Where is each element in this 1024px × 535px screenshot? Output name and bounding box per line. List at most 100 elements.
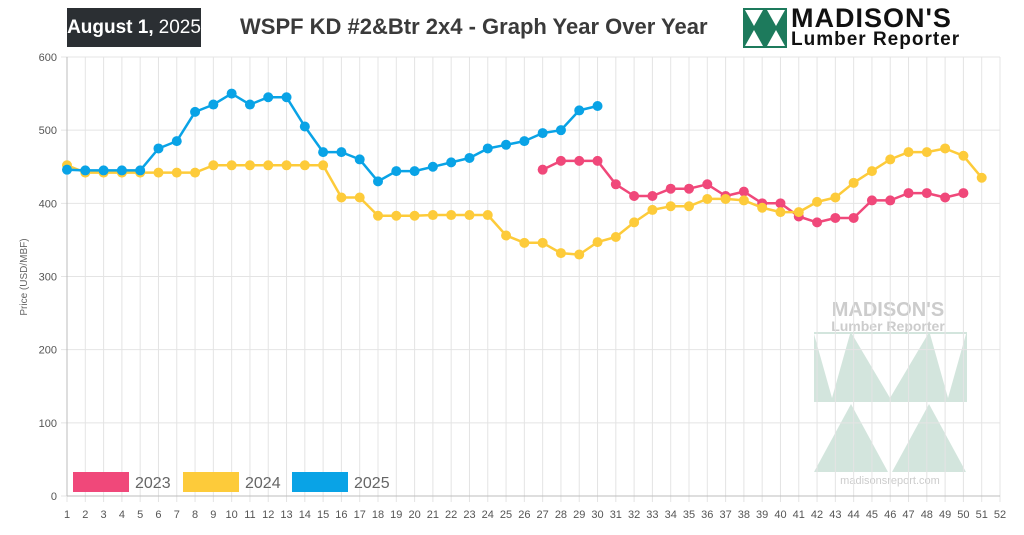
chart-title: WSPF KD #2&Btr 2x4 - Graph Year Over Yea… (240, 14, 708, 39)
data-point (391, 166, 402, 177)
x-tick-label: 18 (372, 509, 384, 521)
data-point (373, 176, 383, 187)
data-point (574, 155, 585, 166)
data-point (354, 192, 365, 203)
x-tick-label: 48 (921, 509, 933, 521)
data-point (80, 165, 91, 176)
x-tick-label: 50 (957, 509, 969, 521)
data-point (537, 164, 548, 175)
x-tick-label: 41 (793, 509, 805, 521)
x-tick-label: 13 (280, 509, 292, 521)
data-point (885, 154, 896, 165)
chart-legend: 2023 2024 2025 (73, 472, 390, 492)
data-point (354, 154, 365, 165)
data-point (812, 217, 823, 228)
data-point (976, 172, 987, 183)
watermark-line2: Lumber Reporter (831, 318, 945, 334)
legend-label-2023: 2023 (135, 475, 171, 492)
data-point (866, 166, 877, 177)
x-tick-label: 8 (192, 509, 198, 521)
x-tick-label: 9 (210, 509, 216, 521)
data-point (702, 193, 713, 204)
x-tick-label: 43 (829, 509, 841, 521)
data-point (775, 207, 786, 218)
series-line-2025 (66, 92, 598, 183)
data-point (226, 88, 237, 99)
legend-label-2025: 2025 (354, 475, 390, 492)
data-point (958, 188, 969, 199)
y-tick-label: 0 (51, 491, 57, 503)
x-tick-label: 27 (537, 509, 549, 521)
x-tick-label: 4 (119, 509, 125, 521)
x-tick-label: 52 (994, 509, 1006, 521)
data-point (757, 202, 768, 213)
data-point (135, 165, 146, 176)
data-point (555, 125, 566, 136)
data-point (921, 188, 932, 199)
data-point (555, 155, 566, 166)
madisons-logo: MADISON'S Lumber Reporter (743, 3, 1011, 50)
x-tick-label: 31 (610, 509, 622, 521)
data-point (116, 165, 127, 176)
data-point (537, 128, 548, 139)
data-point (793, 207, 804, 218)
data-point (940, 143, 951, 154)
data-point (848, 212, 859, 223)
chart-series (62, 88, 987, 260)
data-point (391, 210, 402, 221)
x-tick-label: 40 (774, 509, 786, 521)
data-point (171, 136, 182, 147)
data-point (610, 231, 621, 242)
data-point (446, 157, 457, 168)
data-point (226, 160, 237, 171)
legend-label-2024: 2024 (245, 475, 281, 492)
data-point (830, 212, 841, 223)
data-point (446, 210, 457, 221)
data-point (720, 193, 731, 204)
data-point (482, 143, 493, 154)
data-point (665, 201, 676, 212)
x-tick-label: 14 (299, 509, 311, 521)
data-point (555, 248, 566, 259)
data-point (153, 167, 164, 178)
data-point (299, 121, 310, 132)
x-tick-label: 2 (82, 509, 88, 521)
data-point (244, 99, 255, 110)
data-point (464, 210, 475, 221)
series-2025 (62, 88, 603, 187)
data-point (318, 160, 329, 171)
legend-swatch-2025 (292, 472, 348, 492)
data-point (647, 204, 658, 215)
data-point (940, 192, 951, 203)
data-point (190, 106, 201, 117)
x-tick-label: 36 (701, 509, 713, 521)
data-point (464, 152, 475, 163)
data-point (592, 101, 603, 112)
data-point (263, 92, 274, 103)
legend-swatch-2024 (183, 472, 239, 492)
x-tick-label: 11 (244, 509, 255, 521)
data-point (281, 92, 292, 103)
data-point (738, 195, 749, 206)
y-tick-label: 500 (39, 125, 57, 137)
x-tick-label: 23 (463, 509, 475, 521)
x-tick-label: 20 (408, 509, 420, 521)
data-point (921, 147, 932, 158)
y-axis-label: Price (USD/MBF) (19, 238, 30, 315)
data-point (629, 217, 640, 228)
logo-line2: Lumber Reporter (791, 29, 961, 50)
data-point (427, 210, 438, 221)
x-tick-label: 35 (683, 509, 695, 521)
legend-swatch-2023 (73, 472, 129, 492)
data-point (409, 210, 420, 221)
x-tick-label: 45 (866, 509, 878, 521)
x-tick-label: 38 (738, 509, 750, 521)
data-point (336, 147, 347, 158)
x-tick-label: 46 (884, 509, 896, 521)
data-point (574, 249, 585, 260)
x-tick-label: 26 (518, 509, 530, 521)
x-tick-label: 16 (335, 509, 347, 521)
x-tick-label: 5 (137, 509, 143, 521)
data-point (427, 161, 438, 172)
x-tick-label: 10 (226, 509, 238, 521)
